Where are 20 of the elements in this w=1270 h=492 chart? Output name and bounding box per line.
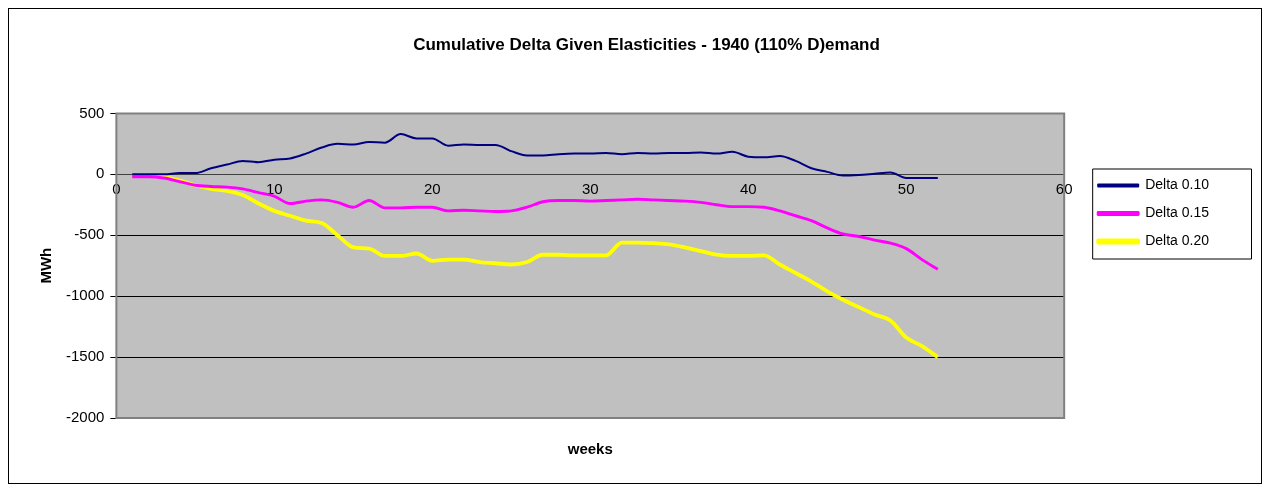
x-axis-title: weeks (566, 440, 613, 458)
x-tick-label: 10 (265, 180, 283, 198)
y-tick-label: -1000 (65, 286, 105, 304)
line-series (131, 133, 939, 179)
chart-title: Cumulative Delta Given Elasticities - 1940 (110% D)emand (413, 34, 880, 54)
x-tick-label: 50 (897, 180, 915, 198)
x-tick-label: 30 (581, 180, 599, 198)
y-tick-label: -1500 (65, 347, 105, 365)
x-tick-label: 20 (423, 180, 441, 198)
line-series (130, 175, 940, 271)
y-tick-label: -2000 (65, 408, 105, 426)
legend-label: Delta 0.20 (1145, 232, 1210, 249)
y-tick-label: 500 (79, 103, 105, 121)
legend-label: Delta 0.15 (1145, 204, 1210, 221)
y-tick-label: 0 (96, 164, 105, 182)
legend-label: Delta 0.10 (1145, 176, 1210, 193)
y-tick-label: -500 (74, 225, 105, 243)
x-tick-label: 60 (1055, 180, 1073, 198)
x-tick-label: 40 (739, 180, 757, 198)
y-axis-title: MWh (37, 247, 55, 284)
